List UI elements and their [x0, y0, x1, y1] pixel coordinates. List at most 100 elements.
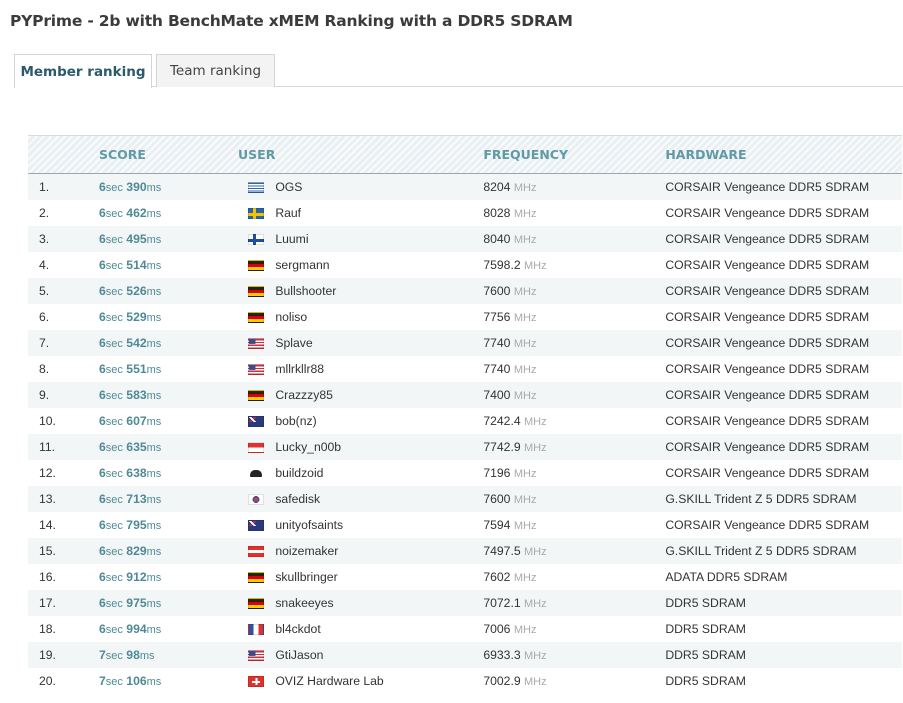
- table-row[interactable]: 9. 6sec 583ms Crazzzy85 7400 MHz CORSAIR Ven…: [28, 381, 902, 408]
- flag-us-icon: [248, 649, 264, 661]
- score-seconds: 6: [99, 179, 106, 194]
- hardware-link[interactable]: G.SKILL Trident Z 5 DDR5 SDRAM: [665, 543, 857, 558]
- score-sec-unit: sec: [105, 545, 123, 558]
- tabs-divider: [14, 86, 903, 87]
- frequency-cell: 7598.2 MHz: [483, 252, 665, 278]
- score-cell: 6sec 829ms: [99, 538, 238, 564]
- score-milliseconds: 975: [126, 595, 147, 610]
- score-sec-unit: sec: [105, 623, 123, 636]
- tab-team-ranking[interactable]: Team ranking: [156, 54, 275, 87]
- score-value: 6sec 542ms: [99, 336, 161, 350]
- table-row[interactable]: 7. 6sec 542ms Splave 7740 MHz CORSAIR Vengea…: [28, 329, 902, 356]
- user-link[interactable]: Bullshooter: [275, 283, 337, 298]
- table-row[interactable]: 8. 6sec 551ms mllrkllr88 7740 MHz CORSAIR Ve…: [28, 355, 902, 382]
- table-row[interactable]: 19. 7sec 98ms GtiJason 6933.3 MHz DDR5 SDRAM: [28, 641, 902, 668]
- user-link[interactable]: mllrkllr88: [275, 361, 325, 376]
- score-milliseconds: 526: [126, 283, 147, 298]
- table-row[interactable]: 6. 6sec 529ms noliso 7756 MHz CORSAIR Vengea…: [28, 303, 902, 330]
- table-row[interactable]: 1. 6sec 390ms OGS 8204 MHz CORSAIR Vengeance…: [28, 173, 902, 200]
- user-link[interactable]: bl4ckdot: [275, 621, 321, 636]
- user-link[interactable]: OVIZ Hardware Lab: [275, 673, 384, 688]
- hardware-link[interactable]: CORSAIR Vengeance DDR5 SDRAM: [665, 309, 870, 324]
- user-link[interactable]: OGS: [275, 179, 303, 194]
- score-milliseconds: 829: [126, 543, 147, 558]
- user-link[interactable]: buildzoid: [275, 465, 324, 480]
- hardware-link[interactable]: CORSAIR Vengeance DDR5 SDRAM: [665, 283, 870, 298]
- table-row[interactable]: 12. 6sec 638ms buildzoid 7196 MHz CORSAIR Ve…: [28, 459, 902, 486]
- hardware-link[interactable]: DDR5 SDRAM: [665, 673, 746, 688]
- score-seconds: 6: [99, 517, 106, 532]
- score-value: 6sec 526ms: [99, 284, 161, 298]
- hardware-link[interactable]: CORSAIR Vengeance DDR5 SDRAM: [665, 257, 870, 272]
- tab-member-ranking[interactable]: Member ranking: [14, 54, 152, 88]
- table-row[interactable]: 15. 6sec 829ms noizemaker 7497.5 MHz G.SKILL…: [28, 537, 902, 564]
- table-row[interactable]: 14. 6sec 795ms unityofsaints 7594 MHz CORSAI…: [28, 511, 902, 538]
- score-value: 6sec 583ms: [99, 388, 161, 402]
- hardware-link[interactable]: ADATA DDR5 SDRAM: [665, 569, 788, 584]
- hardware-link[interactable]: CORSAIR Vengeance DDR5 SDRAM: [665, 387, 870, 402]
- user-link[interactable]: Lucky_n00b: [275, 439, 342, 454]
- table-row[interactable]: 13. 6sec 713ms safedisk 7600 MHz G.SKILL Tri…: [28, 485, 902, 512]
- hardware-link[interactable]: CORSAIR Vengeance DDR5 SDRAM: [665, 335, 870, 350]
- user-header[interactable]: USER: [238, 147, 276, 162]
- user-link[interactable]: sergmann: [275, 257, 330, 272]
- page-title: PYPrime - 2b with BenchMate xMEM Ranking…: [10, 12, 573, 30]
- table-row[interactable]: 20. 7sec 106ms OVIZ Hardware Lab 7002.9 MHz…: [28, 667, 902, 694]
- hardware-link[interactable]: CORSAIR Vengeance DDR5 SDRAM: [665, 413, 870, 428]
- user-link[interactable]: Luumi: [275, 231, 309, 246]
- user-link[interactable]: noizemaker: [275, 543, 339, 558]
- hardware-link[interactable]: CORSAIR Vengeance DDR5 SDRAM: [665, 517, 870, 532]
- table-header: SCORE USER FREQUENCY HARDWARE: [28, 135, 902, 174]
- user-link[interactable]: skullbringer: [275, 569, 338, 584]
- user-link[interactable]: Splave: [275, 335, 313, 350]
- table-row[interactable]: 11. 6sec 635ms Lucky_n00b 7742.9 MHz CORSAIR…: [28, 433, 902, 460]
- frequency-header[interactable]: FREQUENCY: [483, 147, 569, 162]
- user-link[interactable]: Rauf: [275, 205, 302, 220]
- score-value: 6sec 638ms: [99, 466, 161, 480]
- hardware-link[interactable]: CORSAIR Vengeance DDR5 SDRAM: [665, 439, 870, 454]
- score-value: 6sec 829ms: [99, 544, 161, 558]
- user-link[interactable]: bob(nz): [275, 413, 317, 428]
- score-cell: 6sec 975ms: [99, 590, 238, 616]
- table-row[interactable]: 2. 6sec 462ms Rauf 8028 MHz CORSAIR Vengeanc…: [28, 199, 902, 226]
- hardware-link[interactable]: CORSAIR Vengeance DDR5 SDRAM: [665, 465, 870, 480]
- frequency-value: 7002.9: [483, 673, 521, 688]
- hardware-link[interactable]: CORSAIR Vengeance DDR5 SDRAM: [665, 205, 870, 220]
- flag-cell: [238, 200, 275, 226]
- score-value: 6sec 795ms: [99, 518, 161, 532]
- user-link[interactable]: snakeeyes: [275, 595, 334, 610]
- user-link[interactable]: unityofsaints: [275, 517, 344, 532]
- score-ms-unit: ms: [146, 545, 162, 558]
- user-link[interactable]: Crazzzy85: [275, 387, 333, 402]
- flag-cell: [238, 330, 275, 356]
- score-value: 6sec 529ms: [99, 310, 161, 324]
- hardware-link[interactable]: DDR5 SDRAM: [665, 621, 746, 636]
- score-sec-unit: sec: [105, 181, 123, 194]
- flag-cell: [238, 252, 275, 278]
- hardware-header[interactable]: HARDWARE: [665, 147, 747, 162]
- table-row[interactable]: 18. 6sec 994ms bl4ckdot 7006 MHz DDR5 SDRAM: [28, 615, 902, 642]
- user-link[interactable]: GtiJason: [275, 647, 324, 662]
- score-cell: 6sec 994ms: [99, 616, 238, 642]
- score-sec-unit: sec: [105, 571, 123, 584]
- score-header[interactable]: SCORE: [99, 147, 146, 162]
- rank-cell: 11.: [39, 439, 56, 454]
- table-row[interactable]: 3. 6sec 495ms Luumi 8040 MHz CORSAIR Vengean…: [28, 225, 902, 252]
- flag-cell: [238, 408, 275, 434]
- score-seconds: 7: [99, 673, 106, 688]
- table-row[interactable]: 17. 6sec 975ms snakeeyes 7072.1 MHz DDR5 SDR…: [28, 589, 902, 616]
- rank-cell: 17.: [39, 595, 56, 610]
- table-row[interactable]: 5. 6sec 526ms Bullshooter 7600 MHz CORSAIR V…: [28, 277, 902, 304]
- table-row[interactable]: 10. 6sec 607ms bob(nz) 7242.4 MHz CORSAIR Ve…: [28, 407, 902, 434]
- hardware-link[interactable]: CORSAIR Vengeance DDR5 SDRAM: [665, 361, 870, 376]
- score-seconds: 6: [99, 309, 106, 324]
- hardware-link[interactable]: G.SKILL Trident Z 5 DDR5 SDRAM: [665, 491, 857, 506]
- hardware-link[interactable]: DDR5 SDRAM: [665, 595, 746, 610]
- hardware-link[interactable]: CORSAIR Vengeance DDR5 SDRAM: [665, 179, 870, 194]
- user-link[interactable]: safedisk: [275, 491, 321, 506]
- hardware-link[interactable]: CORSAIR Vengeance DDR5 SDRAM: [665, 231, 870, 246]
- table-row[interactable]: 4. 6sec 514ms sergmann 7598.2 MHz CORSAIR Ve…: [28, 251, 902, 278]
- hardware-link[interactable]: DDR5 SDRAM: [665, 647, 746, 662]
- table-row[interactable]: 16. 6sec 912ms skullbringer 7602 MHz ADATA D…: [28, 563, 902, 590]
- user-link[interactable]: noliso: [275, 309, 308, 324]
